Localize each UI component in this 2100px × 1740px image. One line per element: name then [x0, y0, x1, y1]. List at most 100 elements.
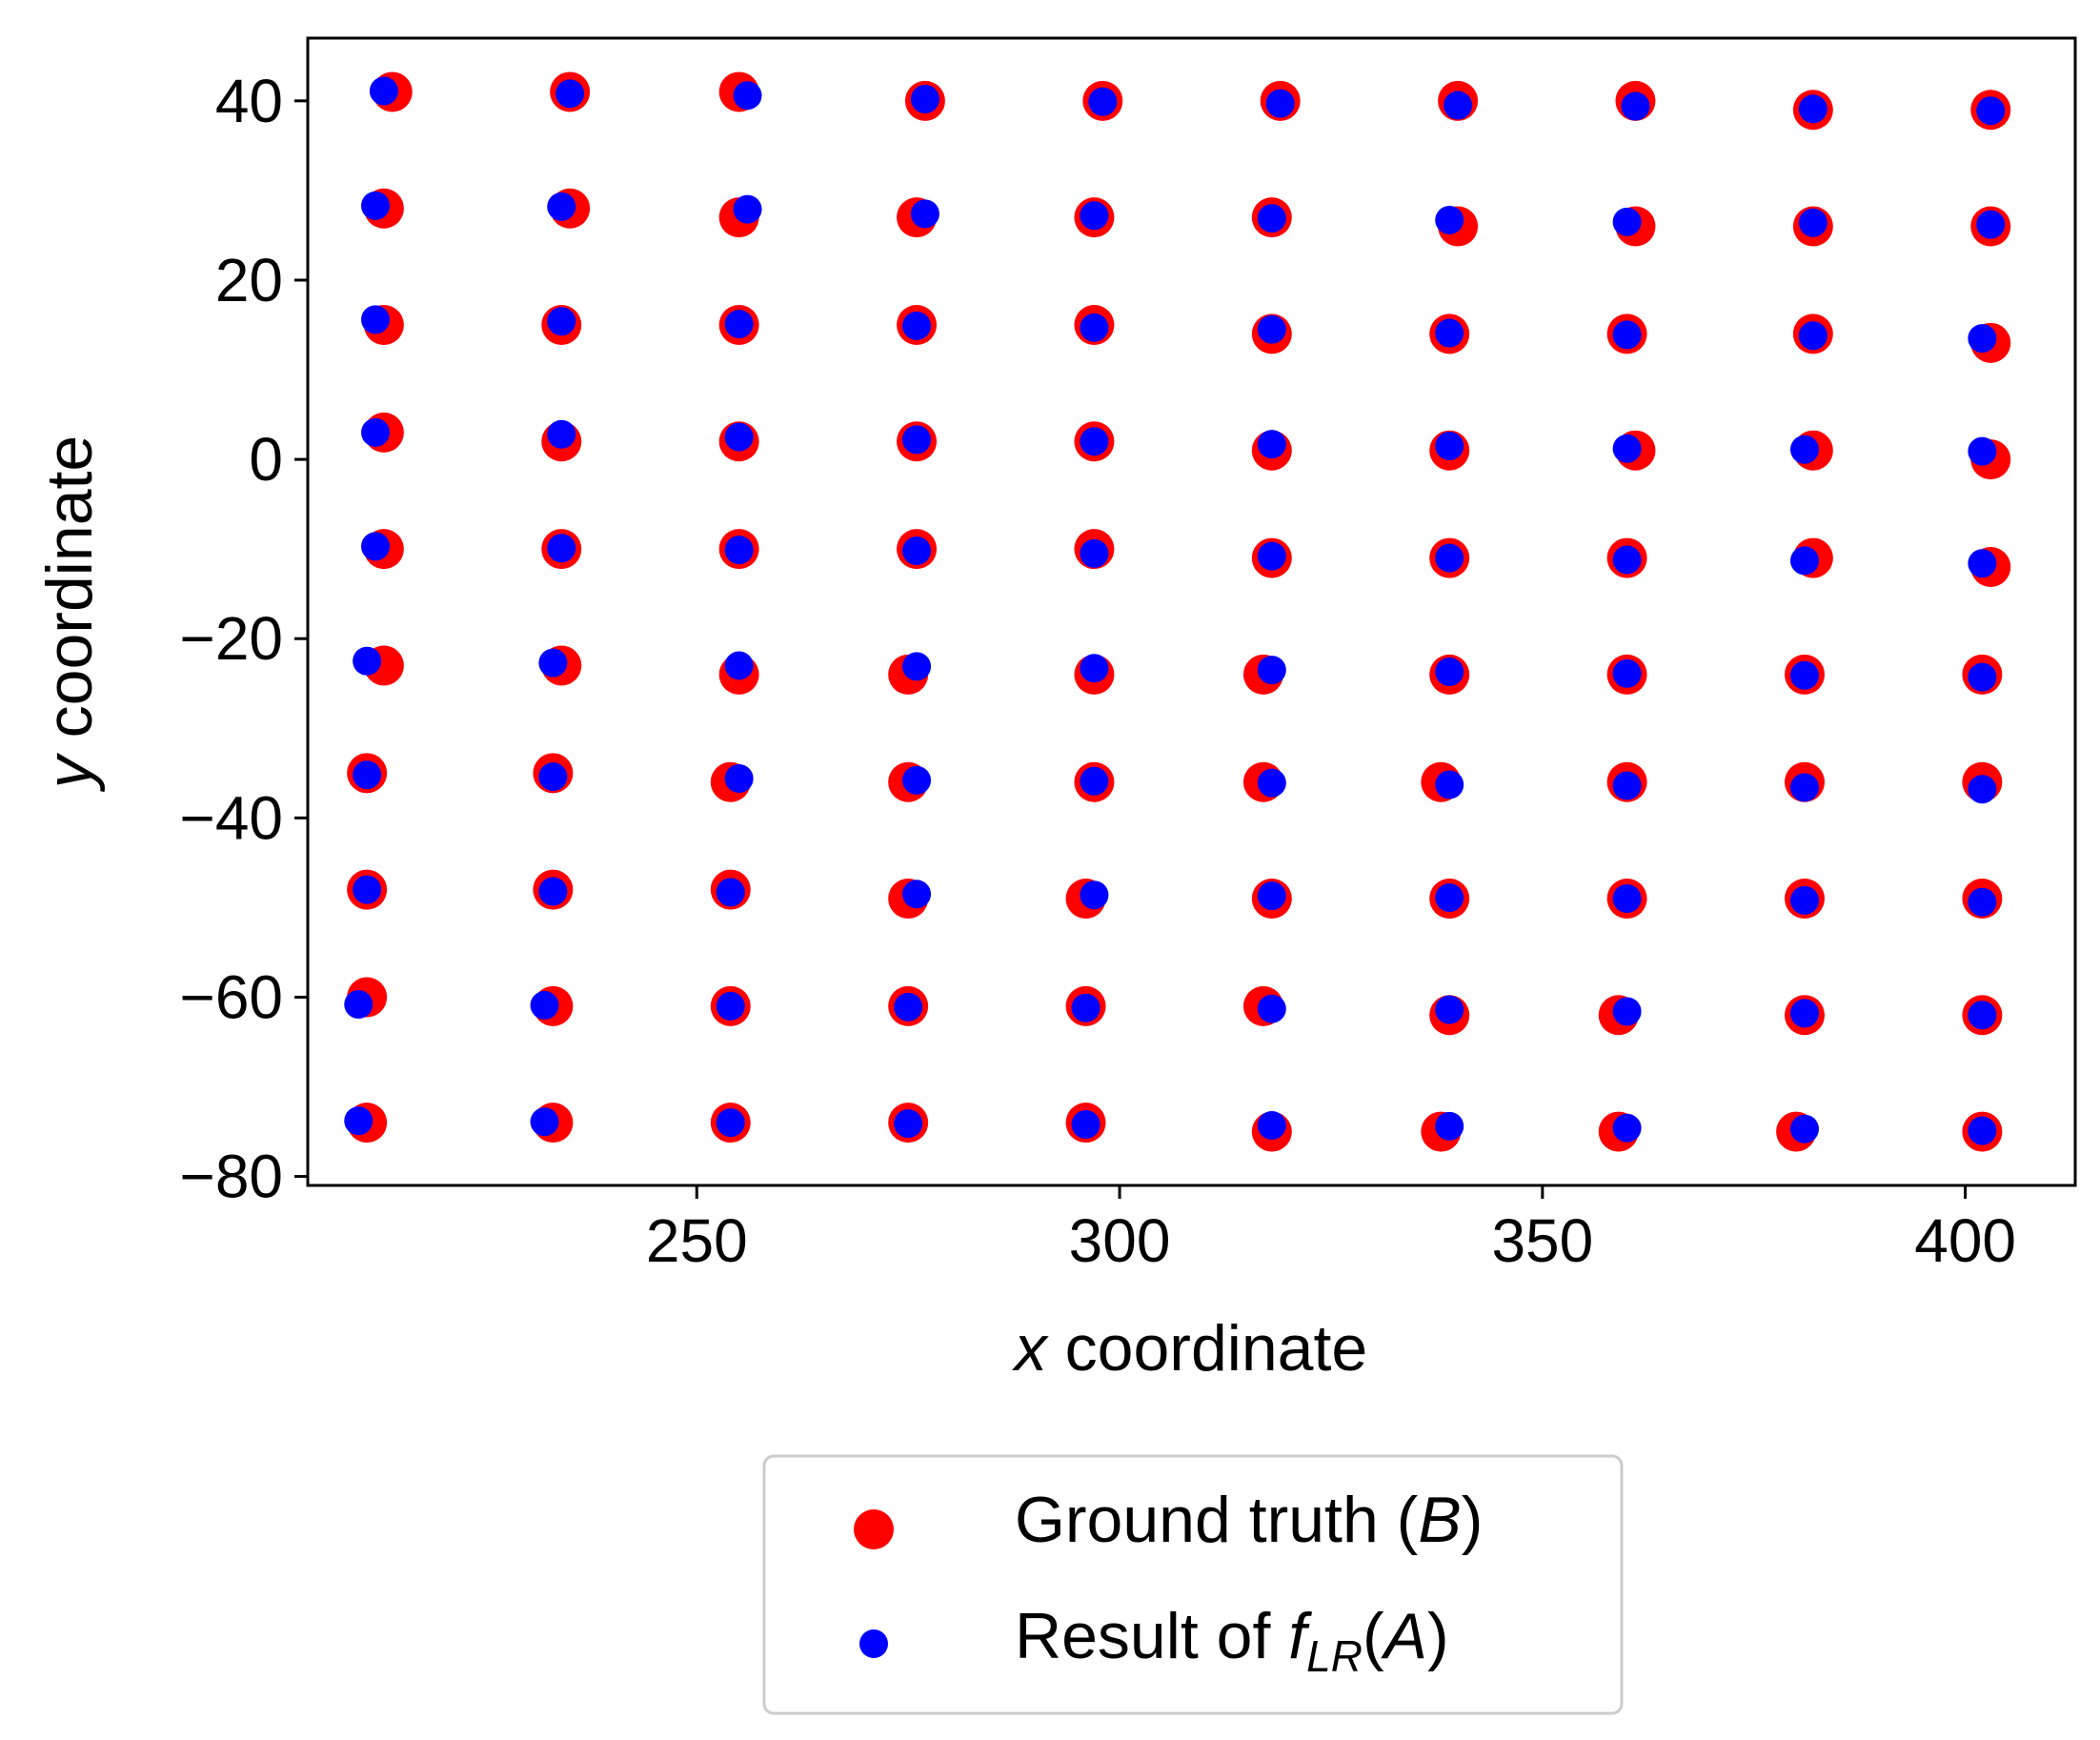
legend-ground-truth-name: Ground truth	[1015, 1484, 1379, 1556]
result-point	[716, 878, 745, 907]
result-point	[910, 199, 939, 229]
result-point	[353, 875, 382, 904]
result-point	[724, 422, 754, 452]
result-point	[1798, 321, 1827, 351]
x-axis-label: x coordinate	[1012, 1312, 1367, 1385]
result-points	[344, 76, 2006, 1145]
result-point	[894, 1109, 923, 1139]
result-point	[1257, 204, 1286, 233]
result-point	[1612, 434, 1642, 463]
result-point	[344, 1106, 374, 1136]
result-point	[361, 191, 391, 220]
legend-label-result: Result of fLR(A)	[1015, 1600, 1449, 1681]
result-point	[902, 311, 932, 340]
result-point	[1789, 660, 1819, 690]
result-point	[547, 307, 576, 336]
x-tick-label: 400	[1914, 1206, 2016, 1275]
y-axis-label: y coordinate	[33, 435, 106, 792]
result-point	[1257, 1110, 1286, 1140]
result-point	[555, 79, 585, 109]
result-point	[1968, 324, 1997, 354]
result-point	[1080, 427, 1109, 456]
result-point	[1612, 207, 1642, 236]
result-point	[1968, 887, 1997, 917]
result-point	[724, 310, 754, 339]
result-point	[1435, 658, 1464, 687]
result-point	[1080, 766, 1109, 796]
result-point	[1435, 1111, 1464, 1141]
result-point	[1789, 999, 1819, 1028]
legend-result-name: Result of	[1015, 1600, 1270, 1672]
legend-ground-truth-var: B	[1418, 1484, 1461, 1556]
result-point	[1612, 997, 1642, 1026]
result-point	[1435, 770, 1464, 799]
result-point	[344, 989, 374, 1019]
result-point	[1789, 546, 1819, 576]
result-point	[538, 877, 568, 906]
legend-ground-truth-close: )	[1462, 1484, 1484, 1556]
result-point	[361, 417, 391, 447]
result-point	[1612, 658, 1642, 688]
result-point	[1612, 320, 1642, 350]
legend-marker-result	[859, 1629, 888, 1658]
result-point	[1789, 773, 1819, 802]
plot-frame	[306, 36, 2077, 1187]
result-point	[1435, 883, 1464, 913]
result-point	[1257, 656, 1286, 685]
result-point	[1789, 1114, 1819, 1143]
result-point	[1257, 314, 1286, 344]
legend-ground-truth-open: (	[1379, 1484, 1419, 1556]
y-tick-label: −80	[179, 1143, 283, 1211]
result-point	[902, 425, 932, 455]
result-point	[1976, 96, 2006, 126]
result-point	[530, 1107, 559, 1137]
x-tick-label: 300	[1069, 1206, 1171, 1275]
result-point	[1080, 313, 1109, 342]
result-point	[1968, 549, 1997, 578]
legend: Ground truth (B) Result of fLR(A)	[762, 1454, 1624, 1715]
result-point	[1612, 1113, 1642, 1143]
result-point	[1968, 1001, 1997, 1030]
result-point	[910, 84, 939, 113]
result-point	[1798, 94, 1827, 124]
result-point	[361, 532, 391, 561]
legend-label-ground-truth: Ground truth (B)	[1015, 1484, 1483, 1556]
x-axis-label-var: x	[1012, 1312, 1049, 1385]
result-point	[1080, 654, 1109, 683]
result-point	[733, 194, 762, 224]
result-point	[1612, 771, 1642, 800]
result-point	[1257, 881, 1286, 911]
plot-area-background	[308, 38, 2075, 1185]
result-point	[1612, 884, 1642, 913]
result-point	[894, 992, 923, 1022]
result-point	[1088, 87, 1118, 116]
y-tick-label: −20	[179, 604, 283, 673]
result-point	[716, 1108, 745, 1138]
legend-result-space	[1270, 1600, 1288, 1672]
result-point	[902, 765, 932, 795]
y-tick-label: −40	[179, 783, 283, 852]
result-point	[1968, 775, 1997, 804]
y-tick-label: 40	[215, 67, 283, 135]
y-tick-label: 0	[249, 425, 283, 494]
x-tick-label: 350	[1491, 1206, 1593, 1275]
legend-result-sub: LR	[1306, 1631, 1363, 1681]
x-axis: 250 300 350 400	[646, 1185, 2016, 1275]
result-point	[1444, 91, 1473, 120]
result-point	[369, 76, 398, 106]
result-point	[1435, 205, 1464, 234]
result-point	[1257, 430, 1286, 459]
result-point	[724, 536, 754, 565]
result-point	[716, 991, 745, 1021]
result-point	[724, 763, 754, 793]
result-point	[1080, 880, 1109, 910]
result-point	[1435, 543, 1464, 573]
legend-frame	[762, 1454, 1624, 1715]
result-point	[1789, 435, 1819, 464]
result-point	[902, 880, 932, 909]
y-axis-label-rest: coordinate	[33, 435, 106, 756]
result-point	[353, 646, 382, 676]
result-point	[1968, 662, 1997, 692]
result-point	[902, 652, 932, 681]
